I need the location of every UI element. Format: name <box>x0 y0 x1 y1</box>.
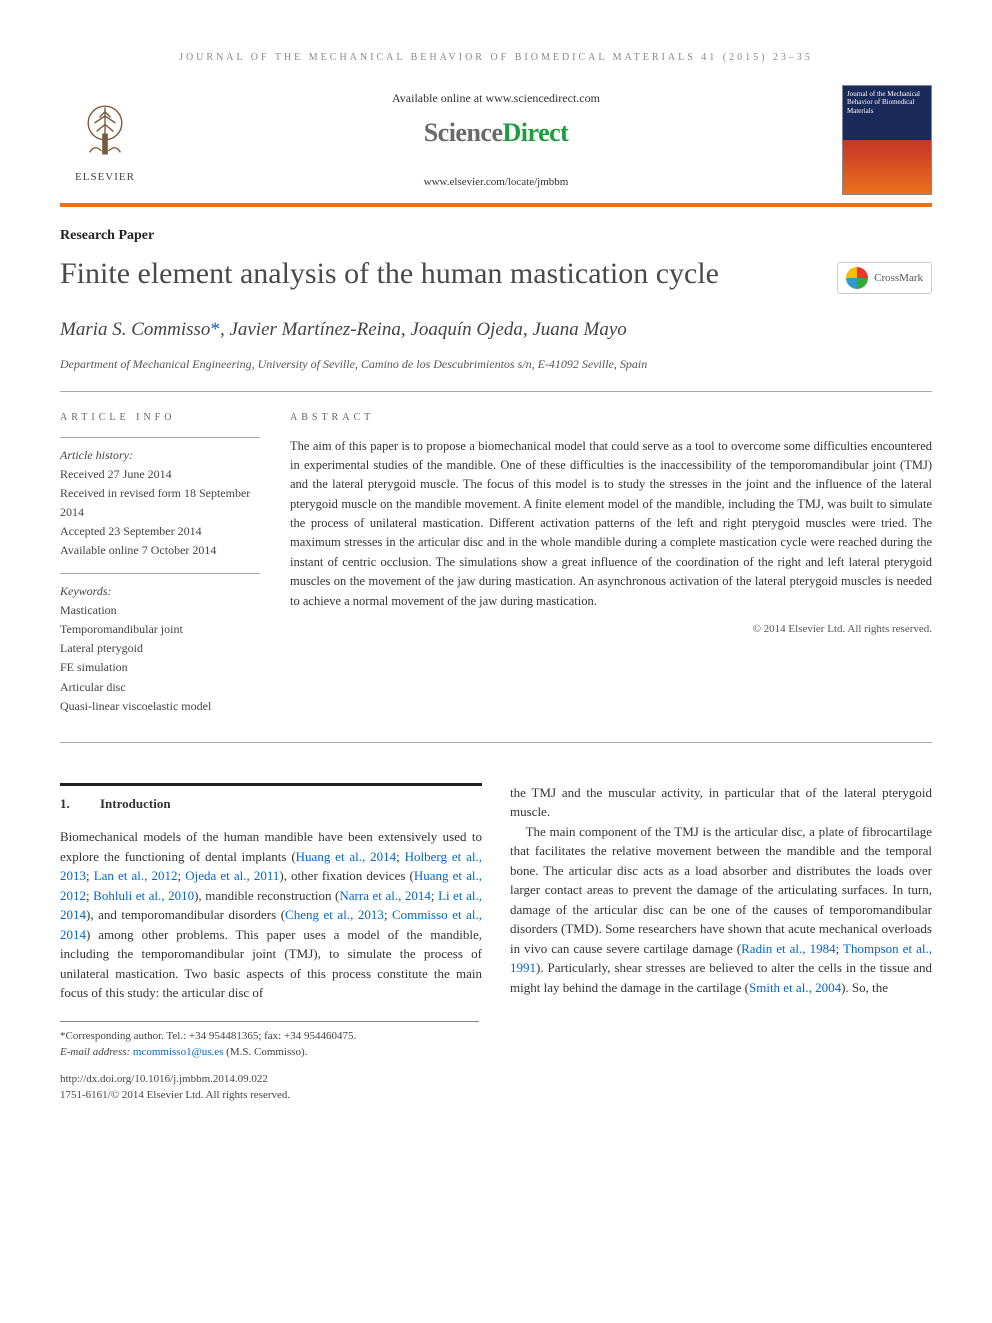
citation-link[interactable]: Lan et al., 2012 <box>94 868 178 883</box>
abstract-column: ABSTRACT The aim of this paper is to pro… <box>290 410 932 728</box>
email-line: E-mail address: mcommisso1@us.es (M.S. C… <box>60 1044 479 1061</box>
keywords-label: Keywords: <box>60 582 260 601</box>
crossmark-badge[interactable]: CrossMark <box>837 262 932 294</box>
body-text: ; <box>431 888 438 903</box>
email-attribution: (M.S. Commisso). <box>226 1046 307 1058</box>
elsevier-tree-icon <box>70 95 140 165</box>
sd-word-direct: Direct <box>503 118 569 147</box>
article-info-label: ARTICLE INFO <box>60 410 260 425</box>
section-number: 1. <box>60 794 100 814</box>
sciencedirect-logo[interactable]: ScienceDirect <box>150 113 842 152</box>
body-text: The main component of the TMJ is the art… <box>510 824 932 956</box>
citation-link[interactable]: Narra et al., 2014 <box>339 888 431 903</box>
abstract-copyright: © 2014 Elsevier Ltd. All rights reserved… <box>290 621 932 638</box>
journal-url[interactable]: www.elsevier.com/locate/jmbbm <box>150 174 842 191</box>
corresponding-author-note: *Corresponding author. Tel.: +34 9544813… <box>60 1028 479 1045</box>
article-type: Research Paper <box>60 225 932 246</box>
publisher-name: ELSEVIER <box>60 169 150 186</box>
citation-link[interactable]: Smith et al., 2004 <box>749 980 841 995</box>
doi-block: http://dx.doi.org/10.1016/j.jmbbm.2014.0… <box>60 1071 932 1104</box>
article-title: Finite element analysis of the human mas… <box>60 256 719 292</box>
section-heading: 1.Introduction <box>60 792 482 814</box>
keyword-item: Mastication <box>60 601 260 620</box>
history-revised: Received in revised form 18 September 20… <box>60 484 260 522</box>
history-label: Article history: <box>60 446 260 465</box>
body-text: ) among other problems. This paper uses … <box>60 927 482 1001</box>
body-text: ), mandible reconstruction ( <box>194 888 339 903</box>
body-paragraph: Biomechanical models of the human mandib… <box>60 827 482 1003</box>
body-text: ; <box>86 868 94 883</box>
citation-link[interactable]: Bohluli et al., 2010 <box>93 888 194 903</box>
body-text: ), and temporomandibular disorders ( <box>86 907 285 922</box>
citation-link[interactable]: Huang et al., 2014 <box>296 849 397 864</box>
masthead-center: Available online at www.sciencedirect.co… <box>150 89 842 191</box>
body-paragraph: the TMJ and the muscular activity, in pa… <box>510 783 932 822</box>
issn-copyright: 1751-6161/© 2014 Elsevier Ltd. All right… <box>60 1087 932 1104</box>
crossmark-label: CrossMark <box>874 270 923 287</box>
citation-link[interactable]: Cheng et al., 2013 <box>285 907 384 922</box>
history-online: Available online 7 October 2014 <box>60 541 260 560</box>
email-label: E-mail address: <box>60 1046 130 1058</box>
body-text: ). So, the <box>841 980 888 995</box>
section-rule <box>60 783 482 786</box>
publisher-logo: ELSEVIER <box>60 95 150 186</box>
section-title: Introduction <box>100 796 171 811</box>
body-columns: 1.Introduction Biomechanical models of t… <box>60 783 932 1003</box>
keyword-item: Lateral pterygoid <box>60 639 260 658</box>
author-1: Maria S. Commisso <box>60 319 210 340</box>
body-paragraph: The main component of the TMJ is the art… <box>510 822 932 998</box>
footnotes: *Corresponding author. Tel.: +34 9544813… <box>60 1021 479 1061</box>
available-online-line: Available online at www.sciencedirect.co… <box>150 89 842 107</box>
cover-title: Journal of the Mechanical Behavior of Bi… <box>847 90 927 115</box>
author-2: Javier Martínez-Reina <box>229 319 400 340</box>
keywords-block: Keywords: Mastication Temporomandibular … <box>60 573 260 716</box>
email-link[interactable]: mcommisso1@us.es <box>133 1046 224 1058</box>
author-4: Juana Mayo <box>532 319 626 340</box>
body-text: ), other fixation devices ( <box>279 868 413 883</box>
body-column-right: the TMJ and the muscular activity, in pa… <box>510 783 932 1003</box>
citation-link[interactable]: Ojeda et al., 2011 <box>185 868 279 883</box>
authors-line: Maria S. Commisso*, Javier Martínez-Rein… <box>60 316 932 345</box>
abstract-label: ABSTRACT <box>290 410 932 425</box>
abstract-text: The aim of this paper is to propose a bi… <box>290 437 932 611</box>
body-text: ; <box>396 849 404 864</box>
keyword-item: Articular disc <box>60 678 260 697</box>
corresponding-star-icon: * <box>210 319 220 340</box>
author-3: Joaquín Ojeda <box>410 319 522 340</box>
running-head: JOURNAL OF THE MECHANICAL BEHAVIOR OF BI… <box>60 50 932 65</box>
body-column-left: 1.Introduction Biomechanical models of t… <box>60 783 482 1003</box>
body-text: ; <box>836 941 843 956</box>
affiliation: Department of Mechanical Engineering, Un… <box>60 355 932 392</box>
history-received: Received 27 June 2014 <box>60 465 260 484</box>
doi-url[interactable]: http://dx.doi.org/10.1016/j.jmbbm.2014.0… <box>60 1071 932 1088</box>
masthead: ELSEVIER Available online at www.science… <box>60 85 932 207</box>
keyword-item: Quasi-linear viscoelastic model <box>60 697 260 716</box>
keyword-item: FE simulation <box>60 658 260 677</box>
article-info-column: ARTICLE INFO Article history: Received 2… <box>60 410 260 728</box>
crossmark-icon <box>846 267 868 289</box>
history-accepted: Accepted 23 September 2014 <box>60 522 260 541</box>
sd-word-science: Science <box>424 118 503 147</box>
keyword-item: Temporomandibular joint <box>60 620 260 639</box>
citation-link[interactable]: Radin et al., 1984 <box>741 941 835 956</box>
journal-cover-thumbnail: Journal of the Mechanical Behavior of Bi… <box>842 85 932 195</box>
body-text: ; <box>384 907 392 922</box>
article-history-block: Article history: Received 27 June 2014 R… <box>60 437 260 561</box>
